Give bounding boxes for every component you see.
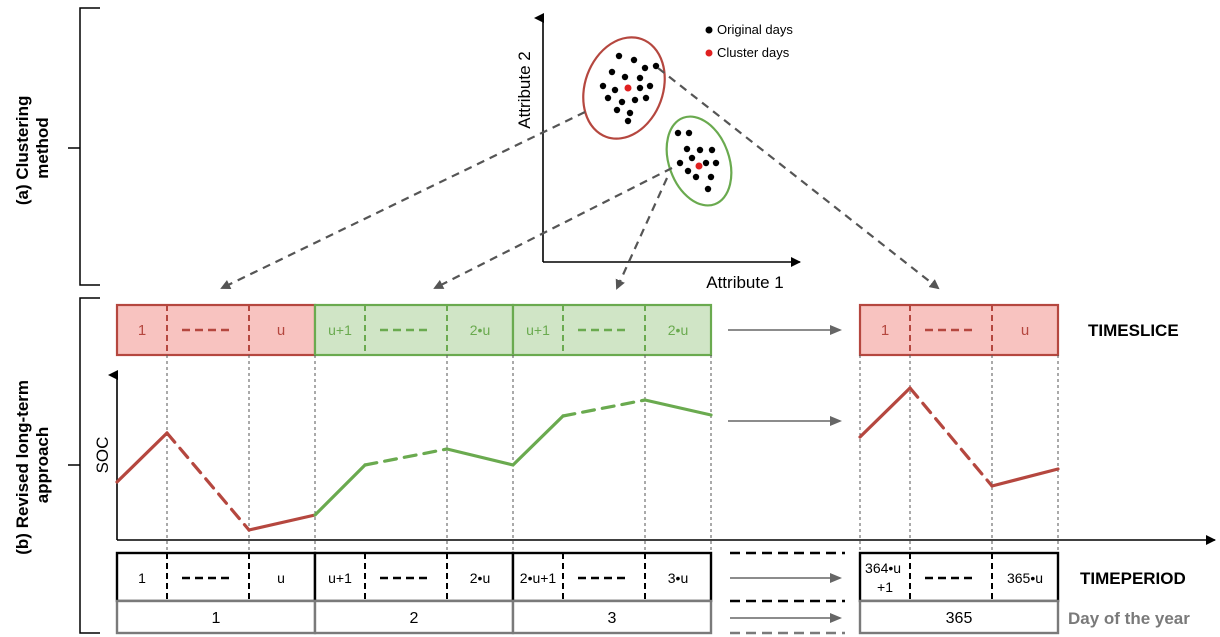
legend-original-label: Original days (717, 22, 793, 37)
scatter-point (646, 82, 654, 90)
timeslice-block-2-last: 2•u (470, 322, 490, 338)
scatter-point (702, 159, 710, 167)
scatter-point (676, 159, 684, 167)
soc-axes (108, 370, 1216, 545)
timeperiod-block-3: 2•u+1 3•u (511, 551, 713, 603)
cluster-green-ellipse (665, 115, 733, 207)
timeslice-block-3-last: 2•u (668, 322, 688, 338)
timeperiod-block-4-first: 364•u +1 (865, 560, 905, 595)
day-cell-4-label: 365 (946, 610, 973, 627)
scatter-point (626, 109, 634, 117)
timeperiod-block-1-last: u (277, 570, 285, 586)
timeslice-block-4-last: u (1021, 322, 1029, 339)
timeslice-block-1-first: 1 (138, 322, 146, 339)
timeslice-block-1-last: u (277, 322, 285, 339)
scatter-point (692, 173, 700, 181)
timeslice-block-3-first: u+1 (526, 322, 550, 338)
timeperiod-block-2-first: u+1 (328, 570, 352, 586)
scatter-point (618, 98, 626, 106)
timeslice-block-2: u+1 2•u (313, 303, 515, 357)
scatter-point (674, 129, 682, 137)
timeperiod-block-1: 1 u (115, 551, 317, 603)
scatter-point (642, 94, 650, 102)
scatter-point (630, 56, 638, 64)
scatter-point (707, 173, 715, 181)
day-cell-1-label: 1 (212, 610, 221, 627)
cluster-green-centroid (695, 162, 703, 170)
timeperiod-block-3-first: 2•u+1 (520, 570, 557, 586)
legend-cluster-label: Cluster days (717, 45, 790, 60)
scatter-point (641, 64, 649, 72)
legend-cluster-marker (705, 49, 713, 57)
scatter-point (615, 52, 623, 60)
timeperiod-block-1-first: 1 (138, 570, 146, 586)
soc-axis-label: SOC (93, 437, 112, 474)
cluster-red-ellipse (582, 36, 666, 140)
timeslice-block-4: 1 u (858, 303, 1060, 357)
day-of-year-title: Day of the year (1068, 609, 1190, 628)
scatter-point (696, 146, 704, 154)
day-of-year-row: 1 2 3 365 Day of the year (115, 599, 1190, 635)
timeslice-block-4-first: 1 (881, 322, 889, 339)
scatter-point (611, 86, 619, 94)
timeslice-row: 1 u u+1 2•u u+1 2•u 1 u TIMESL (115, 303, 1179, 357)
soc-curve (115, 386, 1060, 532)
scatter-point (608, 68, 616, 76)
day-cell-1 (115, 599, 317, 635)
timeperiod-block-2-last: 2•u (470, 570, 490, 586)
section-bracket-b (68, 297, 100, 634)
scatter-point (704, 185, 712, 193)
scatter-point (604, 94, 612, 102)
scatter-point (631, 96, 639, 104)
section-label-b: (b) Revised long-term approach (13, 375, 52, 554)
day-cell-2-label: 2 (410, 610, 419, 627)
section-label-a: (a) Clustering method (13, 91, 52, 205)
scatter-point (652, 62, 660, 70)
timeperiod-block-4: 364•u +1 365•u (858, 551, 1060, 603)
day-cell-3-label: 3 (608, 610, 617, 627)
scatter-point (688, 154, 696, 162)
timeslice-block-2-first: u+1 (328, 322, 352, 338)
timeperiod-block-4-last: 365•u (1007, 570, 1043, 586)
scatter-point (685, 129, 693, 137)
cluster-green-points (674, 129, 720, 193)
cluster-red-centroid (624, 84, 632, 92)
timeslice-block-3: u+1 2•u (511, 303, 713, 357)
scatter-axes (534, 13, 801, 267)
timeperiod-block-3-last: 3•u (668, 570, 688, 586)
guide-lines (166, 355, 1059, 555)
timeperiod-title: TIMEPERIOD (1080, 569, 1186, 588)
section-bracket-a (68, 7, 100, 286)
cluster-red-points (599, 52, 660, 125)
cluster-assignment-arrows (220, 67, 940, 290)
day-cell-4 (858, 599, 1060, 635)
timeperiod-row: 1 u u+1 2•u 2•u+1 3•u (115, 551, 1186, 603)
scatter-point (712, 159, 720, 167)
timeslice-title: TIMESLICE (1088, 321, 1179, 340)
x-axis-label: Attribute 1 (706, 273, 784, 292)
scatter-point (613, 106, 621, 114)
scatter-point (636, 84, 644, 92)
scatter-point (636, 74, 644, 82)
scatter-point (708, 146, 716, 154)
timeslice-block-1: 1 u (115, 303, 317, 357)
scatter-point (624, 117, 632, 125)
day-cell-3 (511, 599, 713, 635)
timeperiod-gap-box (730, 551, 845, 603)
scatter-point (683, 145, 691, 153)
y-axis-label: Attribute 2 (515, 51, 534, 129)
legend-original-marker (705, 26, 713, 34)
timeperiod-block-2: u+1 2•u (313, 551, 515, 603)
scatter-point (599, 82, 607, 90)
scatter-point (684, 167, 692, 175)
scatter-point (621, 73, 629, 81)
